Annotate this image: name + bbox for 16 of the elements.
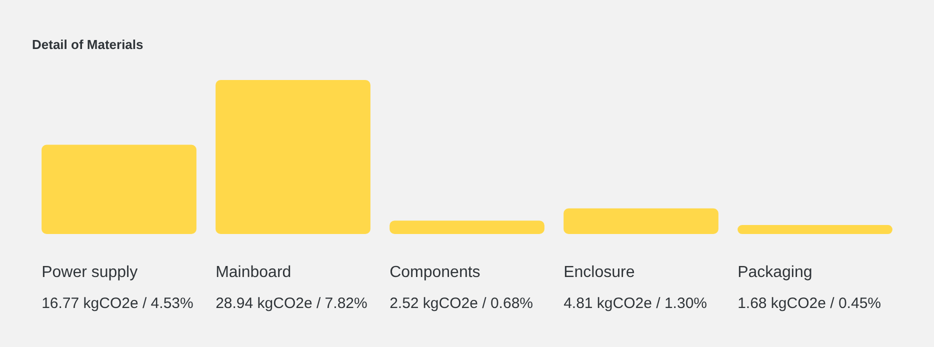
- x-tick-label: Enclosure: [564, 264, 635, 281]
- x-tick-label: Mainboard: [216, 264, 292, 281]
- x-tick-label: Packaging: [738, 264, 812, 281]
- data-label: 1.68 kgCO2e / 0.45%: [738, 295, 882, 312]
- data-label: 4.81 kgCO2e / 1.30%: [564, 295, 708, 312]
- x-tick-label: Power supply: [42, 264, 138, 281]
- bar: [390, 220, 544, 234]
- data-label: 28.94 kgCO2e / 7.82%: [216, 295, 368, 312]
- bar: [216, 80, 370, 234]
- x-tick-label: Components: [390, 264, 480, 281]
- bar: [738, 225, 892, 234]
- chart-title: Detail of Materials: [32, 37, 144, 52]
- data-label: 2.52 kgCO2e / 0.68%: [390, 295, 534, 312]
- data-label: 16.77 kgCO2e / 4.53%: [42, 295, 194, 312]
- bar: [42, 144, 196, 234]
- bar: [564, 208, 718, 234]
